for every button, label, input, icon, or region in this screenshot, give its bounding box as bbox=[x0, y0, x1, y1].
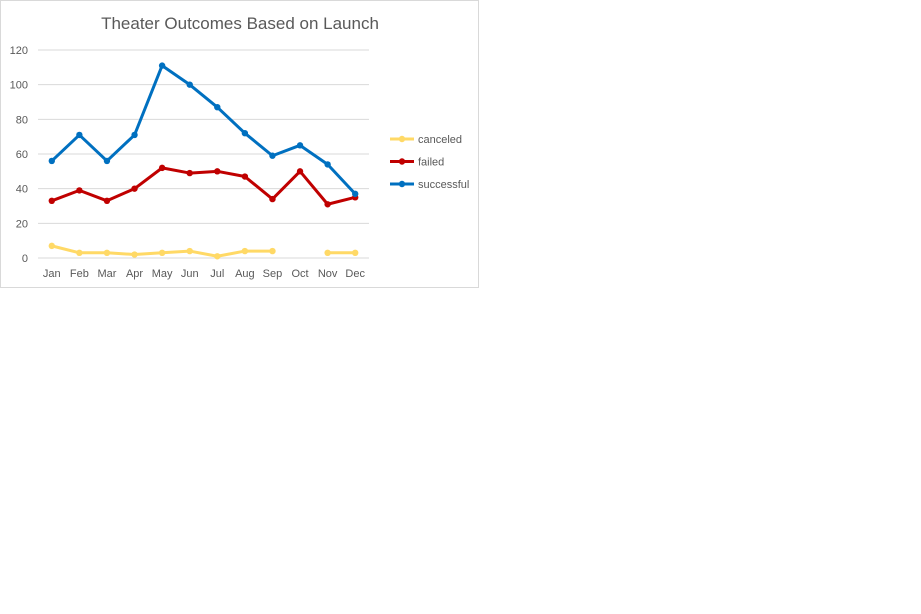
line-chart: Theater Outcomes Based on Launch 0 20 40 60… bbox=[10, 14, 470, 280]
x-tick-label: Mar bbox=[97, 268, 116, 280]
series-canceled bbox=[48, 242, 359, 260]
x-tick-label: Apr bbox=[126, 268, 143, 280]
data-point-failed bbox=[269, 195, 276, 203]
y-tick-label: 80 bbox=[16, 114, 28, 126]
data-point-failed bbox=[48, 197, 55, 204]
x-tick-label: Oct bbox=[291, 268, 308, 280]
data-point-failed bbox=[158, 164, 166, 172]
chart-container: Theater Outcomes Based on Launch 0 20 40 60… bbox=[0, 0, 479, 288]
data-point-successful bbox=[352, 190, 359, 198]
y-tick-label: 100 bbox=[10, 80, 28, 92]
data-point-failed bbox=[103, 197, 111, 204]
data-point-failed bbox=[241, 173, 249, 180]
data-point-successful bbox=[158, 62, 166, 69]
legend: canceled failed successful bbox=[390, 134, 469, 191]
x-tick-label: Dec bbox=[345, 268, 365, 280]
data-point-successful bbox=[48, 157, 55, 165]
y-tick-label: 0 bbox=[22, 253, 28, 265]
legend-swatch-marker bbox=[398, 180, 406, 188]
y-tick-label: 60 bbox=[16, 149, 28, 161]
x-tick-label: Feb bbox=[70, 268, 89, 280]
data-point-successful bbox=[214, 104, 221, 111]
data-point-canceled bbox=[76, 249, 83, 256]
legend-label: canceled bbox=[418, 134, 462, 146]
y-axis-tick-labels: 0 20 40 60 80 100 120 bbox=[10, 45, 28, 265]
x-tick-label: Nov bbox=[318, 268, 338, 280]
x-tick-label: Jun bbox=[181, 268, 199, 280]
x-tick-label: Jan bbox=[43, 268, 61, 280]
series-failed bbox=[48, 164, 359, 208]
data-point-failed bbox=[214, 168, 221, 175]
data-point-successful bbox=[296, 142, 304, 149]
legend-item-successful: successful bbox=[390, 179, 469, 191]
data-point-successful bbox=[324, 161, 331, 168]
data-point-canceled bbox=[214, 253, 221, 260]
chart-title: Theater Outcomes Based on Launch bbox=[101, 14, 379, 33]
data-point-canceled bbox=[352, 249, 359, 256]
data-point-canceled bbox=[131, 251, 138, 258]
x-tick-label: May bbox=[152, 268, 173, 280]
legend-label: successful bbox=[418, 179, 469, 191]
data-point-canceled bbox=[241, 247, 249, 255]
series-group bbox=[48, 62, 359, 260]
data-point-successful bbox=[269, 152, 276, 159]
data-point-successful bbox=[241, 130, 249, 137]
data-point-failed bbox=[324, 201, 331, 208]
data-point-successful bbox=[76, 131, 83, 139]
x-tick-label: Jul bbox=[210, 268, 224, 280]
data-point-failed bbox=[296, 168, 304, 175]
gridlines bbox=[38, 49, 369, 259]
data-point-canceled bbox=[103, 249, 111, 256]
data-point-failed bbox=[76, 187, 83, 194]
series-line-successful bbox=[50, 64, 357, 196]
data-point-canceled bbox=[186, 247, 193, 255]
legend-item-canceled: canceled bbox=[390, 134, 462, 146]
x-axis-tick-labels: Jan Feb Mar Apr May Jun Jul Aug Sep Oct Nov Dec bbox=[43, 268, 366, 280]
series-successful bbox=[48, 62, 359, 198]
data-point-canceled bbox=[324, 249, 331, 256]
legend-label: failed bbox=[418, 157, 444, 169]
legend-swatch-marker bbox=[398, 135, 406, 143]
x-tick-label: Aug bbox=[235, 268, 255, 280]
data-point-failed bbox=[131, 185, 138, 192]
data-point-successful bbox=[186, 81, 193, 88]
y-tick-label: 20 bbox=[16, 218, 28, 230]
legend-swatch-marker bbox=[398, 158, 406, 165]
data-point-successful bbox=[131, 131, 138, 139]
y-tick-label: 120 bbox=[10, 45, 28, 57]
series-line-canceled bbox=[50, 244, 357, 258]
data-point-canceled bbox=[48, 242, 55, 250]
series-line-failed bbox=[50, 166, 357, 206]
legend-item-failed: failed bbox=[390, 157, 444, 169]
x-tick-label: Sep bbox=[263, 268, 283, 280]
data-point-failed bbox=[186, 169, 193, 177]
data-point-canceled bbox=[269, 247, 276, 255]
data-point-canceled bbox=[158, 249, 166, 256]
data-point-successful bbox=[103, 157, 111, 165]
y-tick-label: 40 bbox=[16, 184, 28, 196]
